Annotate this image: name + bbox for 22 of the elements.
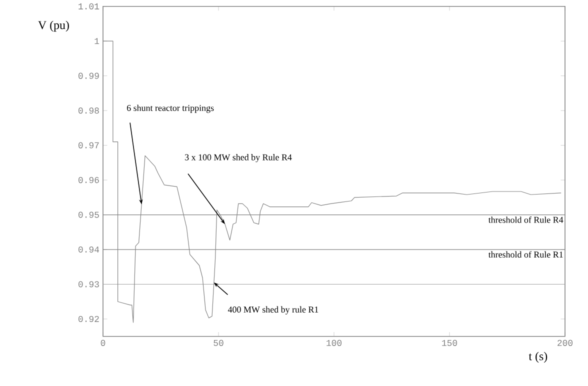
y-tick-label: 1.01 [78, 3, 100, 10]
annotation: 400 MW shed by rule R1 [228, 306, 318, 314]
x-tick-label: 200 [558, 340, 573, 346]
y-tick-label: 0.92 [78, 316, 99, 322]
y-tick-label: 1 [94, 38, 100, 44]
y-axis-title: V (pu) [38, 20, 69, 32]
y-tick-label: 0.95 [78, 212, 99, 218]
x-tick-label: 0 [100, 340, 106, 346]
y-tick-label: 0.98 [78, 107, 99, 114]
ref-line-label: threshold of Rule R4 [488, 216, 564, 223]
y-tick-label: 0.93 [78, 281, 99, 288]
annotation: 3 x 100 MW shed by Rule R4 [185, 154, 292, 162]
x-tick-label: 150 [442, 340, 458, 346]
x-axis-title: t (s) [528, 352, 548, 363]
y-tick-label: 0.99 [78, 72, 99, 79]
y-tick-label: 0.96 [78, 176, 99, 183]
y-tick-label: 0.94 [78, 246, 100, 252]
x-tick-label: 50 [214, 340, 224, 346]
annotation: 6 shunt reactor trippings [127, 104, 214, 113]
ref-line-label: threshold of Rule R1 [488, 251, 563, 258]
y-tick-label: 0.97 [78, 142, 99, 148]
x-tick-label: 100 [326, 340, 342, 346]
